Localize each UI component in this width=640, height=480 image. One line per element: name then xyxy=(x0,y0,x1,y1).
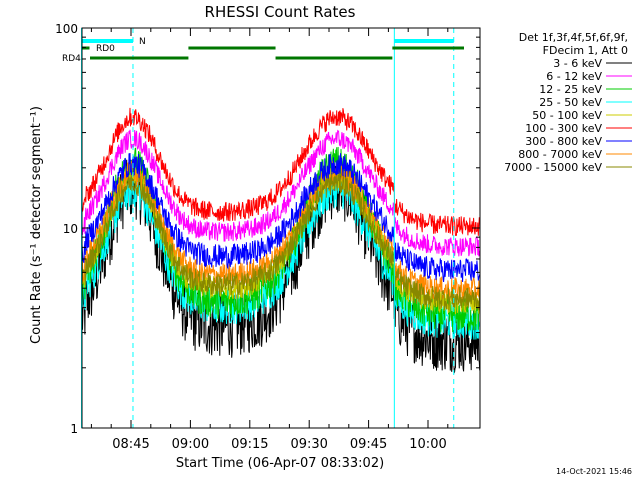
x-tick-label-0930: 09:30 xyxy=(290,437,327,452)
legend-label-5: 100 - 300 keV xyxy=(525,122,602,135)
legend-label-7: 800 - 7000 keV xyxy=(518,148,602,161)
y-axis-label: Count Rate (s⁻¹ detector segment⁻¹) xyxy=(29,106,44,344)
legend-label-4: 50 - 100 keV xyxy=(532,109,602,122)
legend-label-8: 7000 - 15000 keV xyxy=(504,161,602,174)
rd0-label: RD0 xyxy=(96,44,115,54)
y-tick-label-1: 1 xyxy=(70,422,78,436)
legend-label-0: 3 - 6 keV xyxy=(553,57,602,70)
chart-title: RHESSI Count Rates xyxy=(205,3,356,21)
annotation-layer: N RD0 RD4 xyxy=(62,28,464,428)
y-tick-label-10: 10 xyxy=(63,222,78,236)
series-line-800to7000keV xyxy=(82,160,480,302)
legend-label-2: 12 - 25 keV xyxy=(539,83,602,96)
y-tick-label-100: 100 xyxy=(55,22,78,36)
legend: Det 1f,3f,4f,5f,6f,9f,FDecim 1, Att 03 -… xyxy=(504,31,632,174)
plot-area xyxy=(82,107,480,375)
legend-header-0: Det 1f,3f,4f,5f,6f,9f, xyxy=(519,31,628,44)
x-tick-label-1000: 10:00 xyxy=(409,437,446,452)
series-line-6to12keV xyxy=(82,129,480,257)
x-tick-label-0915: 09:15 xyxy=(231,437,268,452)
y-axis-label-group: Count Rate (s⁻¹ detector segment⁻¹) xyxy=(29,106,44,344)
series-line-300to800keV xyxy=(82,152,480,283)
legend-label-6: 300 - 800 keV xyxy=(525,135,602,148)
x-tick-label-0945: 09:45 xyxy=(350,437,387,452)
x-tick-label-0845: 08:45 xyxy=(112,437,149,452)
legend-label-3: 25 - 50 keV xyxy=(539,96,602,109)
series-line-7000to15000keV xyxy=(82,170,480,311)
rd4-label: RD4 xyxy=(62,54,81,64)
legend-label-1: 6 - 12 keV xyxy=(546,70,602,83)
x-axis-label: Start Time (06-Apr-07 08:33:02) xyxy=(176,456,384,471)
plot-frame xyxy=(81,27,481,429)
series-line-100to300keV xyxy=(82,107,480,237)
night-label: N xyxy=(139,37,146,47)
legend-header-1: FDecim 1, Att 0 xyxy=(543,44,628,57)
axes-layer: 1 10 100 08:45 09:00 09:15 09:30 09:45 10:00 xyxy=(55,22,481,452)
x-tick-label-0900: 09:00 xyxy=(172,437,209,452)
timestamp-label: 14-Oct-2021 15:46 xyxy=(556,467,632,476)
